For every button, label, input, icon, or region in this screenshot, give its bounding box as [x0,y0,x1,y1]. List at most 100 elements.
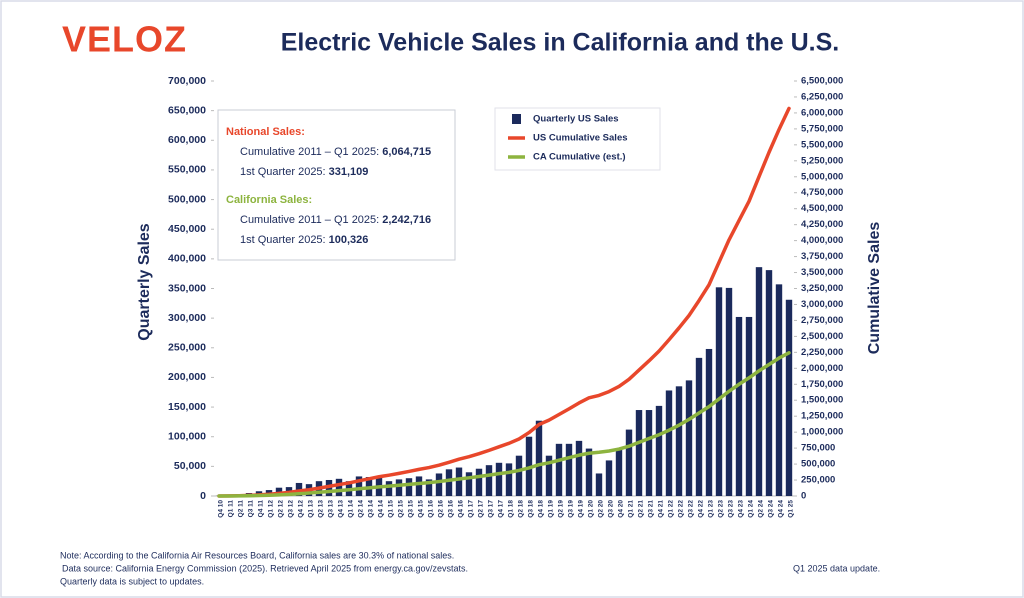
bar [545,455,553,496]
y-tick-label: 300,000 [168,312,206,324]
x-tick-label: Q2 11 [238,500,245,518]
x-tick-label: Q4 10 [218,500,225,518]
bar [775,284,783,496]
bar [415,476,423,496]
y-tick-label: 100,000 [168,430,206,442]
info-line: Cumulative 2011 – Q1 2025: 2,242,716 [240,214,431,226]
info-line: Cumulative 2011 – Q1 2025: 6,064,715 [240,146,431,158]
x-tick-label: Q1 15 [388,500,395,518]
y-tick-label: 700,000 [168,75,206,87]
info-heading: California Sales: [226,194,312,206]
y-tick-label: 600,000 [168,134,206,146]
bar [335,478,343,496]
y2-tick-label: 3,750,000 [801,251,843,262]
bar [745,316,753,496]
x-tick-label: Q3 20 [608,500,615,518]
bar [595,473,603,496]
y2-tick-label: 1,500,000 [801,395,843,406]
legend-label: Quarterly US Sales [533,114,619,125]
y2-tick-label: 1,000,000 [801,427,843,438]
bar [425,479,433,496]
y2-tick-label: 250,000 [801,475,835,486]
bar [385,481,393,496]
x-tick-label: Q2 20 [598,500,605,518]
x-tick-label: Q1 20 [588,500,595,518]
x-tick-label: Q4 15 [418,500,425,518]
x-tick-label: Q4 22 [698,500,705,518]
bar [485,465,493,496]
bar [715,287,723,496]
x-tick-label: Q1 14 [348,500,355,518]
x-tick-label: Q2 17 [478,500,485,518]
bar [665,390,673,496]
y-tick-label: 350,000 [168,282,206,294]
y2-tick-label: 1,250,000 [801,411,843,422]
bar [755,267,763,496]
bar [685,380,693,496]
x-tick-label: Q2 14 [358,500,365,518]
x-tick-label: Q2 21 [638,500,645,518]
y2-tick-label: 2,250,000 [801,347,843,358]
y2-tick-label: 4,000,000 [801,235,843,246]
x-tick-label: Q4 19 [578,500,585,518]
y2-tick-label: 3,250,000 [801,283,843,294]
y-tick-label: 550,000 [168,164,206,176]
bar [585,448,593,496]
y2-tick-label: 2,000,000 [801,363,843,374]
y2-tick-label: 0 [801,491,806,502]
x-tick-label: Q3 13 [328,500,335,518]
x-tick-label: Q2 23 [718,500,725,518]
x-tick-label: Q1 25 [788,500,795,518]
y2-tick-label: 3,000,000 [801,299,843,310]
x-tick-label: Q1 18 [508,500,515,518]
info-value: 6,064,715 [382,146,431,158]
y2-tick-label: 2,500,000 [801,331,843,342]
x-tick-label: Q3 23 [728,500,735,518]
note: Note: According to the California Air Re… [60,550,454,560]
x-tick-label: Q3 18 [528,500,535,518]
bar [705,348,713,496]
x-tick-label: Q1 24 [748,500,755,518]
x-tick-label: Q2 12 [278,500,285,518]
y-tick-label: 150,000 [168,401,206,413]
x-tick-label: Q3 16 [448,500,455,518]
x-tick-label: Q3 12 [288,500,295,518]
x-tick-label: Q2 19 [558,500,565,518]
y-tick-label: 650,000 [168,104,206,116]
x-tick-label: Q3 11 [248,500,255,518]
y2-tick-label: 5,250,000 [801,155,843,166]
update-note: Q1 2025 data update. [793,563,880,573]
line [217,106,791,498]
info-line: 1st Quarter 2025: 331,109 [240,166,368,178]
info-line: 1st Quarter 2025: 100,326 [240,234,368,246]
y2-tick-label: 3,500,000 [801,267,843,278]
y2-tick-label: 500,000 [801,459,835,470]
y2-tick-label: 1,750,000 [801,379,843,390]
x-tick-label: Q2 16 [438,500,445,518]
bar [475,468,483,496]
legend-label: US Cumulative Sales [533,133,628,144]
x-tick-label: Q4 17 [498,500,505,518]
x-tick-label: Q4 12 [298,500,305,518]
bar [605,460,613,496]
bar [445,469,453,496]
y2-tick-label: 4,250,000 [801,219,843,230]
y2-tick-label: 6,250,000 [801,91,843,102]
bar [505,463,513,496]
x-tick-label: Q1 21 [628,500,635,518]
x-tick-label: Q2 24 [758,500,765,518]
y2-tick-label: 5,500,000 [801,139,843,150]
x-tick-label: Q3 15 [408,500,415,518]
x-tick-label: Q1 19 [548,500,555,518]
bar [675,386,683,496]
bar [405,478,413,496]
x-tick-label: Q4 20 [618,500,625,518]
y2-tick-label: 5,000,000 [801,171,843,182]
bar [555,443,563,496]
x-tick-label: Q4 14 [378,500,385,518]
legend-swatch [512,114,521,124]
info-label: 1st Quarter 2025: [240,234,326,246]
x-tick-label: Q4 23 [738,500,745,518]
bar [635,410,643,496]
x-tick-label: Q4 11 [258,500,265,518]
